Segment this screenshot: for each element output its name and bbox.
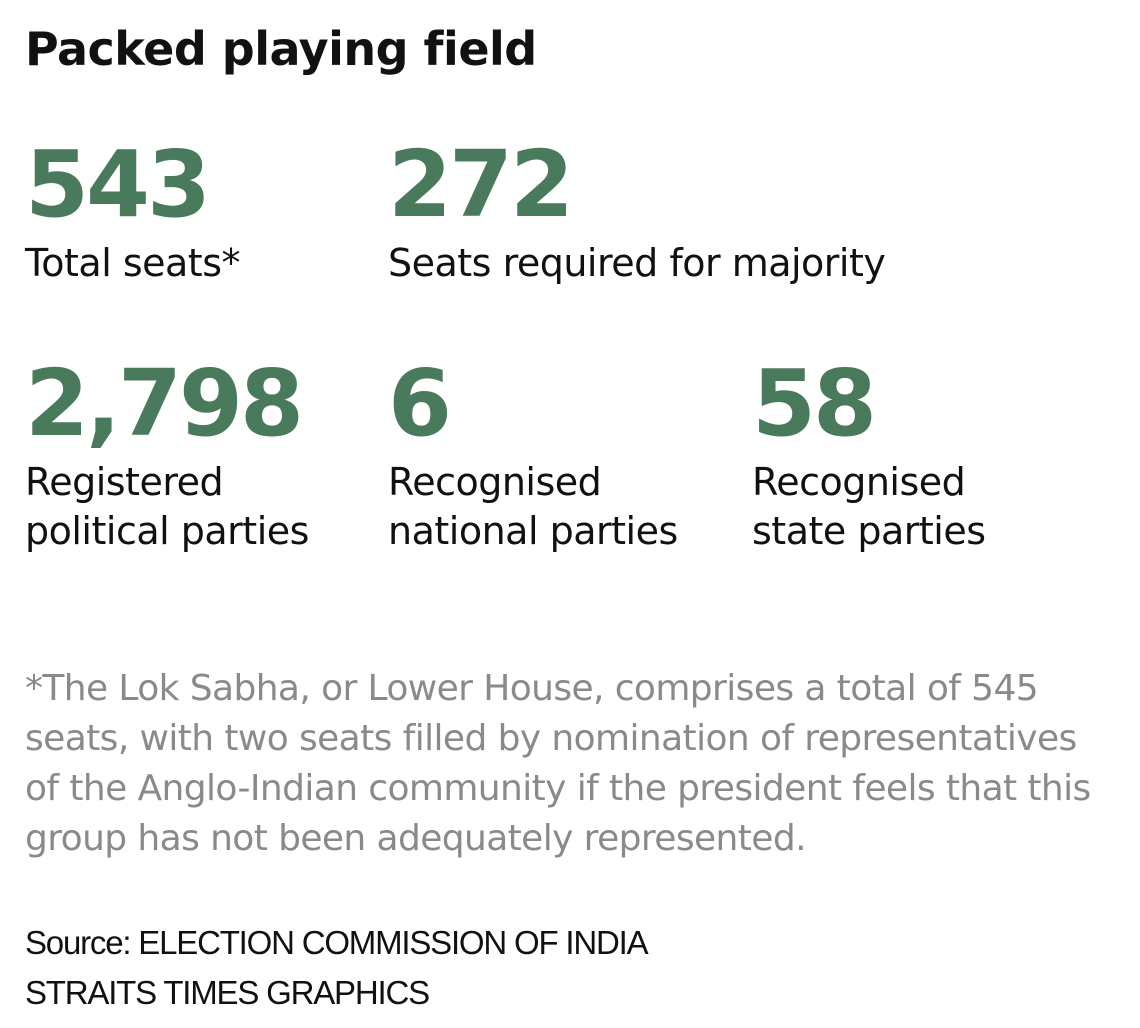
footnote: *The Lok Sabha, or Lower House, comprise…	[25, 668, 1091, 859]
stat-label: Recognised national parties	[388, 458, 728, 556]
stat-state-parties: 58 Recognised state parties	[752, 354, 1092, 556]
stat-value: 543	[25, 131, 211, 238]
stat-label-line: Registered	[25, 460, 224, 504]
stat-value: 58	[752, 350, 877, 457]
stat-label: Total seats*	[25, 239, 365, 288]
stat-label: Recognised state parties	[752, 458, 1092, 556]
stat-label: Registered political parties	[25, 458, 365, 556]
stat-total-seats: 543 Total seats*	[25, 135, 365, 288]
stat-label-line: Recognised	[388, 460, 602, 504]
stat-label-line: Total seats*	[25, 241, 241, 285]
stat-label-line: state parties	[752, 509, 986, 553]
stat-registered-parties: 2,798 Registered political parties	[25, 354, 365, 556]
stat-label-line: national parties	[388, 509, 678, 553]
stat-value: 2,798	[25, 350, 304, 457]
source-credits: Source: ELECTION COMMISSION OF INDIA STR…	[25, 918, 649, 1018]
stat-value: 272	[388, 131, 574, 238]
stat-label: Seats required for majority	[388, 239, 988, 288]
stat-label-line: Recognised	[752, 460, 966, 504]
stat-majority-seats: 272 Seats required for majority	[388, 135, 988, 288]
stat-value: 6	[388, 350, 452, 457]
stat-national-parties: 6 Recognised national parties	[388, 354, 728, 556]
credit-text: STRAITS TIMES GRAPHICS	[25, 974, 430, 1011]
source-text: Source: ELECTION COMMISSION OF INDIA	[25, 924, 649, 961]
stat-label-line: Seats required for majority	[388, 241, 886, 285]
page-title: Packed playing field	[25, 22, 537, 76]
stat-label-line: political parties	[25, 509, 309, 553]
